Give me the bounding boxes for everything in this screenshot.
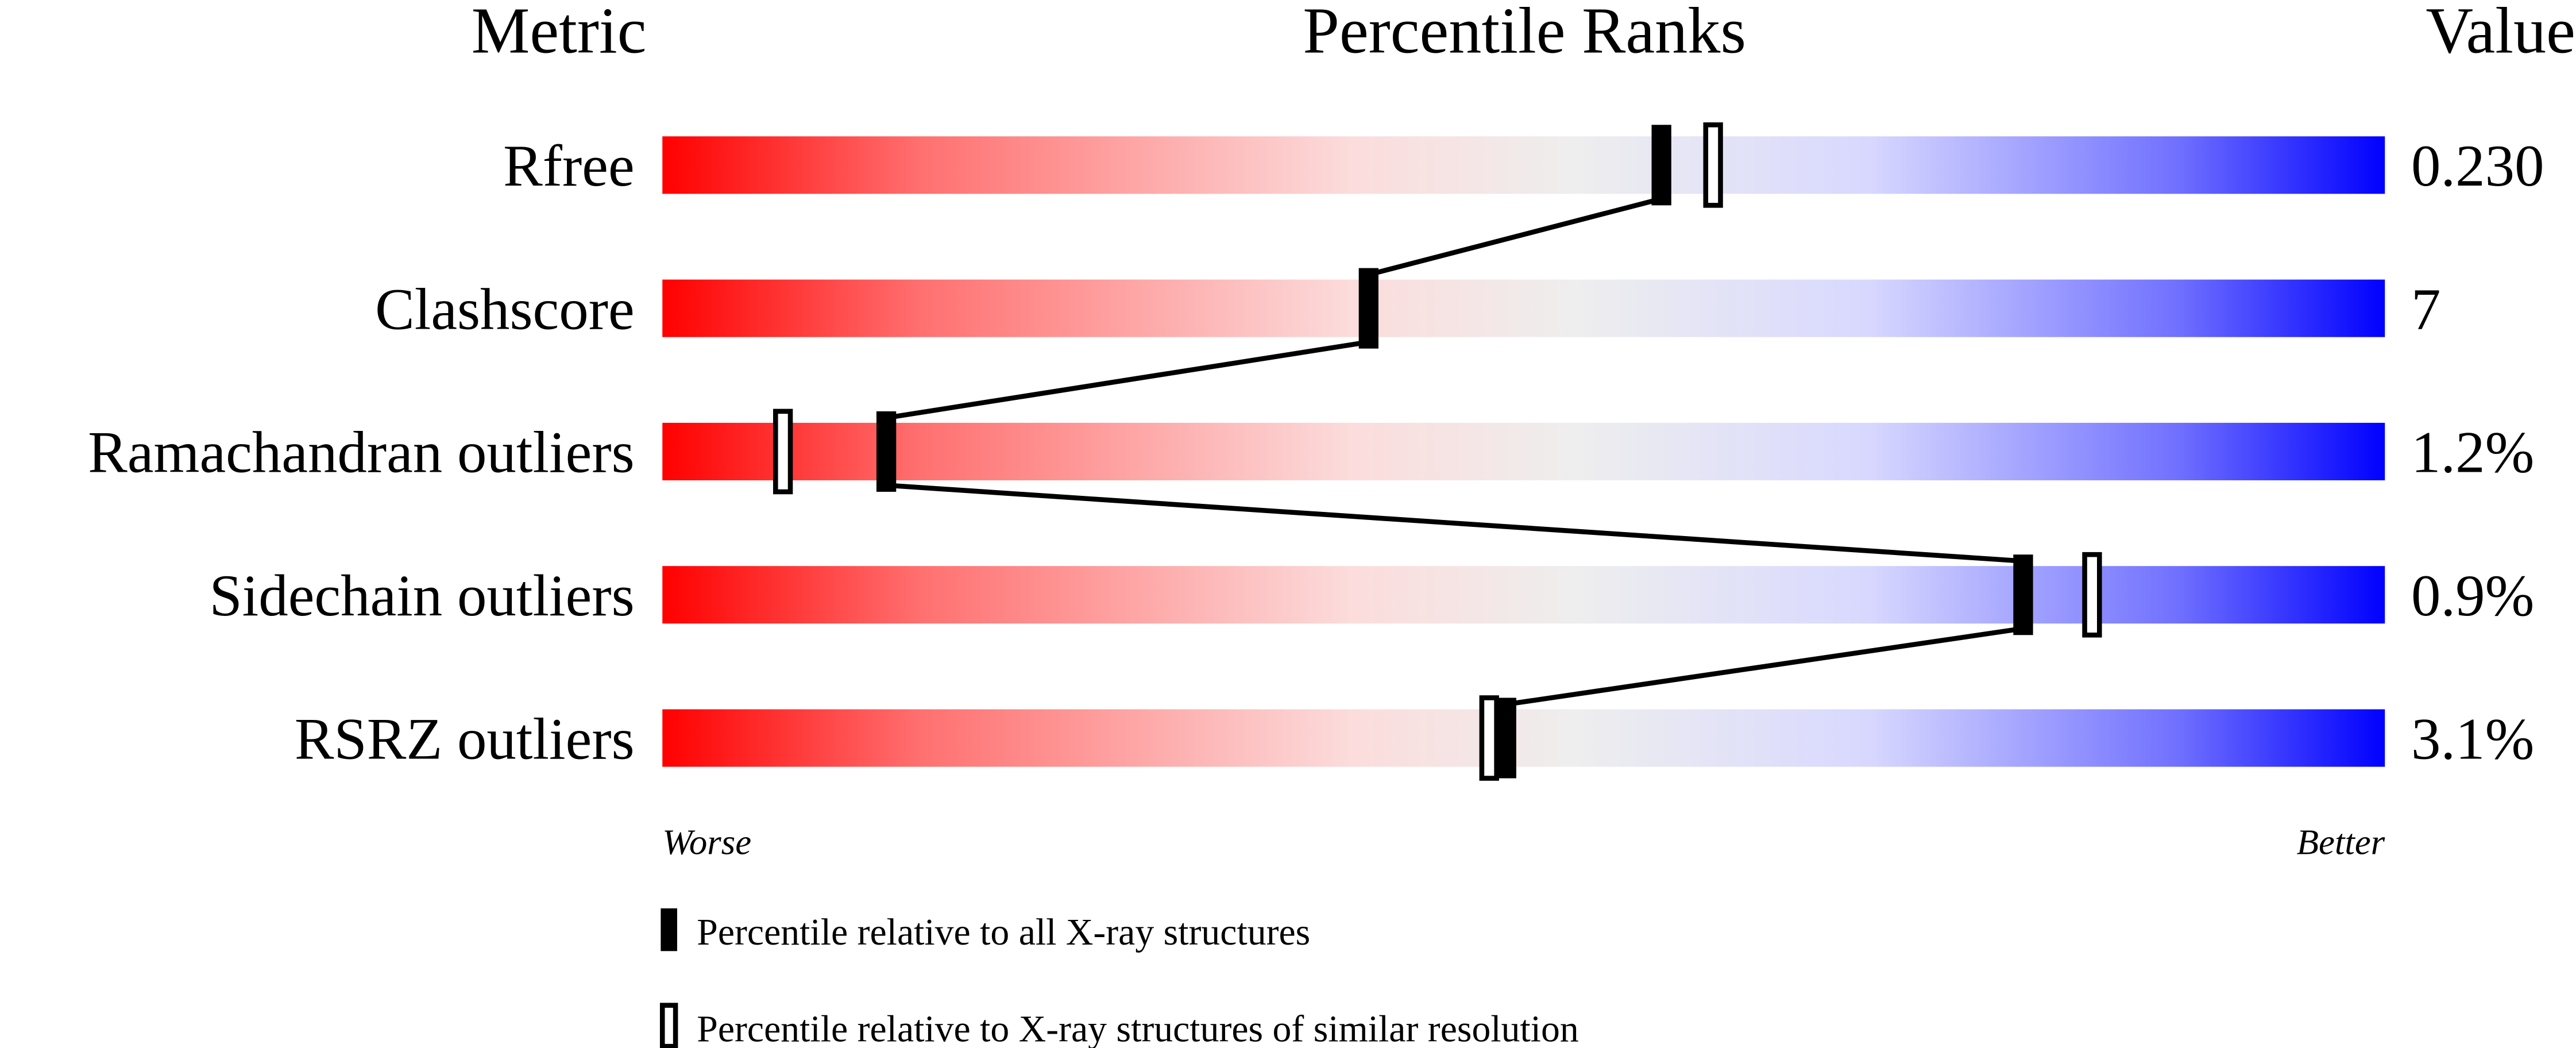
marker-similar-resolution: [1479, 695, 1499, 781]
axis-label-better: Better: [2297, 822, 2385, 862]
metric-label: Clashscore: [375, 276, 635, 342]
header-percentile-ranks: Percentile Ranks: [1303, 0, 1746, 67]
percentile-bar: [662, 709, 2385, 767]
header-value: Value: [2426, 0, 2575, 67]
marker-all-structures: [2013, 554, 2033, 635]
legend-label-similar: Percentile relative to X-ray structures …: [697, 1008, 1578, 1048]
marker-all-structures: [876, 411, 897, 492]
percentile-bar: [662, 279, 2385, 337]
marker-all-structures: [1358, 268, 1378, 349]
axis-label-worse: Worse: [662, 822, 751, 862]
header-metric: Metric: [472, 0, 647, 67]
legend-filled-marker: [661, 908, 677, 951]
marker-all-structures: [1496, 698, 1516, 779]
metric-label: RSRZ outliers: [295, 706, 635, 772]
metric-value: 1.2%: [2411, 420, 2534, 486]
percentile-bar: [662, 566, 2385, 624]
metric-label: Sidechain outliers: [209, 563, 634, 629]
metric-value: 0.230: [2411, 133, 2544, 199]
percentile-bar: [662, 136, 2385, 194]
metric-value: 7: [2411, 276, 2440, 342]
metric-value: 0.9%: [2411, 563, 2534, 629]
percentile-bar: [662, 422, 2385, 480]
marker-similar-resolution: [2082, 552, 2102, 638]
metric-label: Ramachandran outliers: [88, 420, 635, 486]
marker-all-structures: [1651, 125, 1671, 206]
legend-label-all: Percentile relative to all X-ray structu…: [697, 911, 1310, 953]
metric-value: 3.1%: [2411, 706, 2534, 772]
legend-open-marker: [659, 1003, 678, 1048]
marker-similar-resolution: [773, 409, 793, 495]
metric-label: Rfree: [503, 133, 635, 199]
marker-similar-resolution: [1703, 122, 1723, 208]
